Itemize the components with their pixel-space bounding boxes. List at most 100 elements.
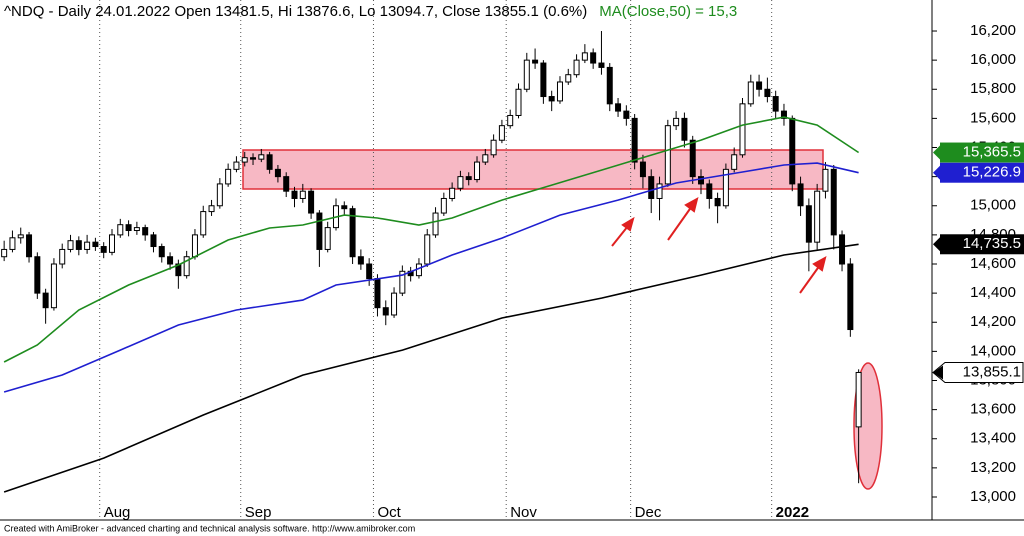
y-tick-label: 15,000 [970,197,1016,214]
candle-body [482,154,489,163]
candle-body [573,59,580,76]
candle-body [789,117,796,185]
candle-body [814,190,821,243]
y-tick-label: 14,400 [970,284,1016,301]
candle-body [67,240,74,250]
y-tick-label: 16,200 [970,22,1016,39]
candle-body [424,234,431,265]
last-close-label: 13,855.1 [963,363,1021,380]
last-value-pointer [933,144,941,161]
candle-body [341,205,348,210]
candle-body [42,292,49,309]
candle-body [797,183,804,207]
ma-line [3,162,859,393]
last-value-label: 14,735.5 [963,235,1021,252]
candle-body [631,117,638,163]
candle-body [698,176,705,185]
candle-body [216,183,223,207]
candle-body [9,237,16,250]
candle-body [175,263,182,277]
candle-body [805,205,812,243]
candle-body [507,114,514,127]
candle-body [855,371,862,428]
x-tick-label: Sep [245,504,272,521]
candle-body [374,278,381,309]
candle-body [158,246,165,258]
candle-body [299,190,306,199]
candle-body [523,59,530,90]
arrow [667,205,693,241]
candle-body [548,96,555,102]
candle-body [391,292,398,316]
candle-body [225,168,232,185]
candle-body [59,248,66,265]
plot [1,31,862,493]
candle-body [283,176,290,192]
arrow-head [621,216,635,232]
candle-body [598,62,605,68]
last-close-box [932,361,1024,383]
candle-body [565,74,572,83]
arrow [799,264,821,294]
candle-body [208,205,215,213]
x-tick-label: Oct [377,504,401,521]
candle-body [722,168,729,207]
candle-body [648,176,655,199]
candle-body [532,59,539,64]
candle-body [756,81,763,90]
candle-body [382,307,389,316]
candle-body [291,190,298,199]
candle-body [490,139,497,156]
candle-body [839,234,846,265]
footer: Created with AmiBroker - advanced charti… [4,523,415,533]
ma-line [3,243,859,493]
candle-body [673,117,680,127]
candle-body [432,212,439,236]
last-value-label: 15,226.9 [963,164,1021,181]
y-tick-label: 14,000 [970,342,1016,359]
candle-body [1,248,8,258]
grid [99,0,773,520]
candle-body [92,241,99,248]
y-tick-label: 15,800 [970,80,1016,97]
candle-body [241,157,248,163]
candle-body [606,66,613,105]
candle-body [150,234,157,248]
last-value-box [940,162,1024,183]
candle-body [108,234,115,253]
candle-body [142,227,149,236]
candle-body [17,234,24,239]
candle-body [764,88,771,98]
candle-body [590,52,597,64]
candle-body [639,161,646,178]
y-tick-label: 15,600 [970,109,1016,126]
y-tick-label: 13,000 [970,488,1016,505]
x-tick-label: Dec [635,504,662,521]
candle-body [266,154,273,170]
x-tick-label: Nov [510,504,537,521]
last-value-box [940,142,1024,163]
axis: 13,00013,20013,40013,60013,80014,00014,2… [104,22,1024,521]
ma-line [3,116,860,363]
candle-body [714,197,721,207]
candle-body [26,234,33,258]
candle-body [191,234,198,258]
arrow-head [812,256,827,272]
candle-body [449,187,456,199]
candle-body [830,168,837,236]
candle-body [498,125,505,141]
last-value-pointer [933,164,941,181]
candle-body [366,263,373,280]
candle-body [308,190,315,214]
candle-body [183,256,190,277]
arrow [611,225,629,247]
arrow-head [684,197,699,213]
candle-body [540,62,547,98]
last-close-pointer [933,365,943,380]
candle-body [440,197,447,214]
candle-body [681,117,688,141]
candle-body [250,157,257,160]
candle-body [316,212,323,250]
y-tick-label: 13,400 [970,430,1016,447]
